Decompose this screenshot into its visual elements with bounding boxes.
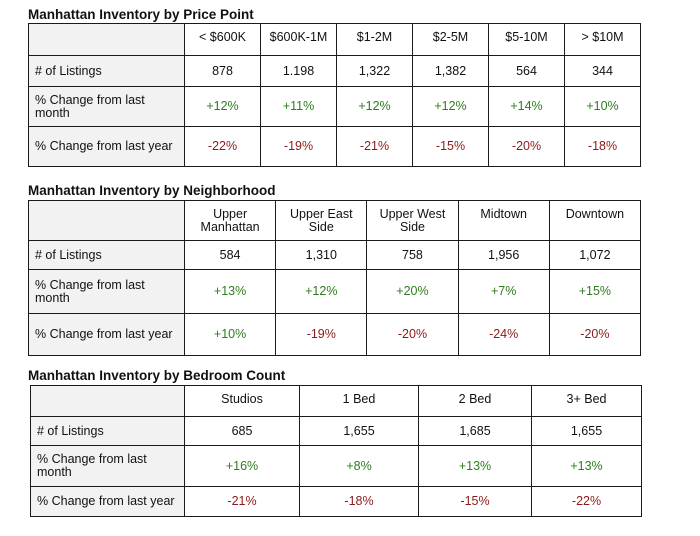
table-cell: +11% — [260, 86, 337, 127]
table-row: % Change from last year -21% -18% -15% -… — [30, 486, 642, 517]
neighborhood-table: Upper Manhattan Upper East Side Upper We… — [28, 200, 642, 356]
table-cell: 1,655 — [531, 416, 642, 446]
table-cell: -19% — [260, 126, 337, 167]
table-cell: 685 — [184, 416, 300, 446]
column-header: 1 Bed — [299, 385, 419, 417]
column-header: Upper Manhattan — [183, 200, 277, 241]
row-label: % Change from last month — [28, 269, 185, 314]
table-row: % Change from last year +10% -19% -20% -… — [28, 313, 642, 356]
table-cell: +12% — [336, 86, 413, 127]
table-cell: -20% — [548, 313, 642, 356]
table-cell: -19% — [275, 313, 368, 356]
table-cell: +13% — [183, 269, 277, 314]
column-header: $5-10M — [488, 23, 565, 56]
row-label: % Change from last year — [28, 126, 185, 167]
column-header: $2-5M — [412, 23, 489, 56]
table-row: % Change from last year -22% -19% -21% -… — [28, 126, 641, 167]
table-row: # of Listings 685 1,655 1,685 1,655 — [30, 416, 642, 446]
column-header: 3+ Bed — [531, 385, 642, 417]
table-cell: 758 — [366, 240, 459, 270]
table-cell: 564 — [488, 55, 565, 87]
table-cell: 1,322 — [336, 55, 413, 87]
price-point-table: < $600K $600K-1M $1-2M $2-5M $5-10M > $1… — [28, 23, 641, 167]
column-header: Midtown — [457, 200, 550, 241]
column-header: Upper East Side — [275, 200, 368, 241]
table-cell: 584 — [183, 240, 277, 270]
corner-cell — [28, 200, 185, 241]
table-cell: -15% — [418, 486, 532, 517]
table-row: % Change from last month +12% +11% +12% … — [28, 86, 641, 127]
table-cell: -24% — [457, 313, 550, 356]
table-cell: +12% — [275, 269, 368, 314]
table-cell: +8% — [299, 445, 419, 487]
row-label: % Change from last year — [28, 313, 185, 356]
corner-cell — [28, 23, 185, 56]
row-label: # of Listings — [28, 240, 185, 270]
column-header: $600K-1M — [260, 23, 337, 56]
row-label: % Change from last month — [30, 445, 185, 487]
table-cell: 1,655 — [299, 416, 419, 446]
table-cell: +12% — [412, 86, 489, 127]
column-header: Upper West Side — [366, 200, 459, 241]
table-cell: 1,382 — [412, 55, 489, 87]
column-header: > $10M — [564, 23, 641, 56]
table-cell: -20% — [488, 126, 565, 167]
column-header: $1-2M — [336, 23, 413, 56]
table-cell: 344 — [564, 55, 641, 87]
row-label: % Change from last year — [30, 486, 185, 517]
table-cell: +12% — [184, 86, 261, 127]
table-cell: -15% — [412, 126, 489, 167]
bedroom-table: Studios 1 Bed 2 Bed 3+ Bed # of Listings… — [30, 385, 642, 517]
table-row: % Change from last month +16% +8% +13% +… — [30, 445, 642, 487]
table-cell: +20% — [366, 269, 459, 314]
table-cell: +13% — [531, 445, 642, 487]
row-label: # of Listings — [30, 416, 185, 446]
table-cell: -18% — [564, 126, 641, 167]
table-cell: +10% — [564, 86, 641, 127]
table-row: % Change from last month +13% +12% +20% … — [28, 269, 642, 314]
table-cell: +14% — [488, 86, 565, 127]
price-section-title: Manhattan Inventory by Price Point — [28, 7, 254, 22]
table-row: # of Listings 584 1,310 758 1,956 1,072 — [28, 240, 642, 270]
table-cell: 1,072 — [548, 240, 642, 270]
table-cell: -21% — [184, 486, 300, 517]
corner-cell — [30, 385, 185, 417]
table-cell: 878 — [184, 55, 261, 87]
table-cell: 1.198 — [260, 55, 337, 87]
header-row: < $600K $600K-1M $1-2M $2-5M $5-10M > $1… — [28, 23, 641, 56]
neighborhood-section-title: Manhattan Inventory by Neighborhood — [28, 183, 276, 198]
table-cell: -18% — [299, 486, 419, 517]
column-header: 2 Bed — [418, 385, 532, 417]
table-cell: +16% — [184, 445, 300, 487]
table-row: # of Listings 878 1.198 1,322 1,382 564 … — [28, 55, 641, 87]
bedroom-section-title: Manhattan Inventory by Bedroom Count — [28, 368, 286, 383]
header-row: Studios 1 Bed 2 Bed 3+ Bed — [30, 385, 642, 417]
row-label: # of Listings — [28, 55, 185, 87]
table-cell: +7% — [457, 269, 550, 314]
table-cell: 1,685 — [418, 416, 532, 446]
column-header: Studios — [184, 385, 300, 417]
table-cell: 1,310 — [275, 240, 368, 270]
table-cell: -22% — [531, 486, 642, 517]
table-cell: -22% — [184, 126, 261, 167]
column-header: Downtown — [548, 200, 642, 241]
column-header: < $600K — [184, 23, 261, 56]
table-cell: -21% — [336, 126, 413, 167]
table-cell: +10% — [183, 313, 277, 356]
table-cell: -20% — [366, 313, 459, 356]
table-cell: +15% — [548, 269, 642, 314]
row-label: % Change from last month — [28, 86, 185, 127]
table-cell: 1,956 — [457, 240, 550, 270]
table-cell: +13% — [418, 445, 532, 487]
header-row: Upper Manhattan Upper East Side Upper We… — [28, 200, 642, 241]
